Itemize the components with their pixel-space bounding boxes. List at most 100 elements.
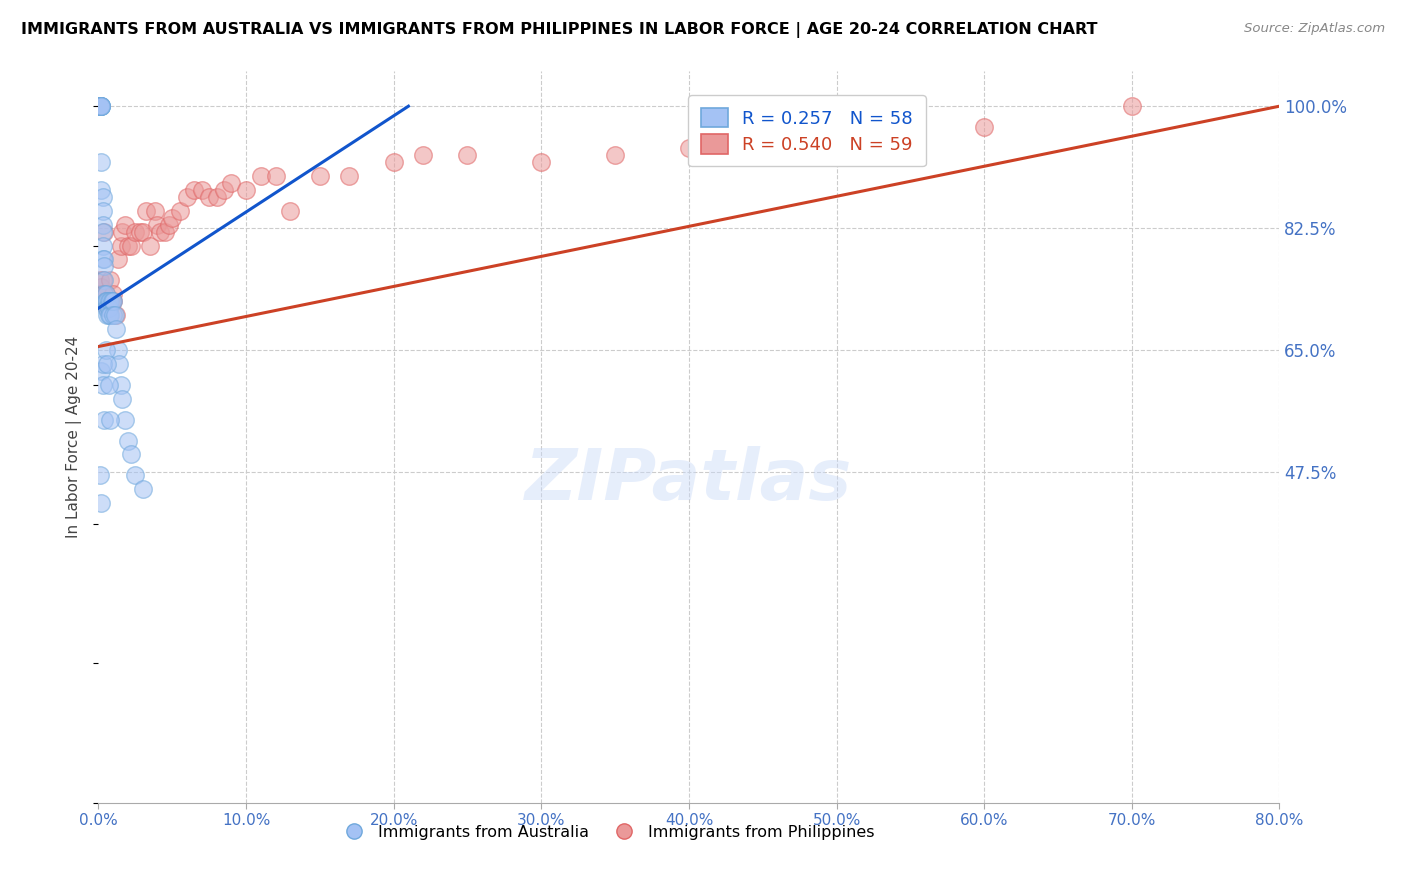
Point bbox=[89, 99, 111, 113]
Point bbox=[93, 287, 115, 301]
Point bbox=[162, 211, 183, 225]
Point bbox=[97, 377, 120, 392]
Point bbox=[90, 155, 112, 169]
Point bbox=[120, 448, 142, 462]
Point bbox=[146, 218, 169, 232]
Point bbox=[98, 294, 121, 309]
Point bbox=[309, 169, 332, 183]
Point bbox=[973, 120, 995, 134]
Point bbox=[530, 155, 553, 169]
Point bbox=[124, 468, 146, 483]
Legend: Immigrants from Australia, Immigrants from Philippines: Immigrants from Australia, Immigrants fr… bbox=[332, 818, 882, 846]
Point bbox=[91, 218, 114, 232]
Point bbox=[205, 190, 228, 204]
Point bbox=[97, 294, 120, 309]
Point bbox=[1121, 99, 1143, 113]
Point bbox=[94, 294, 117, 309]
Point bbox=[135, 203, 157, 218]
Point bbox=[91, 377, 114, 392]
Point bbox=[90, 99, 112, 113]
Point bbox=[94, 294, 117, 309]
Point bbox=[105, 308, 128, 322]
Point bbox=[339, 169, 361, 183]
Point bbox=[183, 183, 205, 197]
Point bbox=[104, 308, 127, 322]
Point bbox=[149, 225, 172, 239]
Point bbox=[91, 238, 114, 252]
Point bbox=[107, 252, 129, 267]
Point bbox=[108, 357, 131, 371]
Point bbox=[111, 225, 134, 239]
Point bbox=[103, 294, 125, 309]
Point bbox=[94, 301, 117, 316]
Point bbox=[457, 148, 479, 162]
Point bbox=[110, 377, 132, 392]
Point bbox=[191, 183, 214, 197]
Point bbox=[89, 468, 111, 483]
Point bbox=[93, 412, 115, 426]
Point bbox=[103, 287, 125, 301]
Point bbox=[90, 99, 112, 113]
Point bbox=[114, 412, 136, 426]
Point bbox=[91, 203, 114, 218]
Text: ZIPatlas: ZIPatlas bbox=[526, 447, 852, 516]
Point bbox=[91, 190, 114, 204]
Point bbox=[169, 203, 191, 218]
Point bbox=[89, 99, 111, 113]
Y-axis label: In Labor Force | Age 20-24: In Labor Force | Age 20-24 bbox=[66, 336, 83, 538]
Point bbox=[93, 252, 115, 267]
Point bbox=[412, 148, 434, 162]
Point bbox=[91, 294, 114, 309]
Point bbox=[120, 238, 142, 252]
Point bbox=[98, 294, 121, 309]
Point bbox=[90, 99, 112, 113]
Point bbox=[221, 176, 243, 190]
Point bbox=[752, 134, 775, 148]
Point bbox=[98, 308, 121, 322]
Point bbox=[91, 252, 114, 267]
Point bbox=[98, 412, 121, 426]
Point bbox=[96, 294, 118, 309]
Point bbox=[176, 190, 198, 204]
Point bbox=[111, 392, 134, 406]
Point bbox=[100, 294, 122, 309]
Point bbox=[97, 301, 120, 316]
Point bbox=[107, 343, 129, 357]
Point bbox=[280, 203, 302, 218]
Point bbox=[153, 225, 176, 239]
Point bbox=[91, 225, 114, 239]
Point bbox=[93, 225, 115, 239]
Point bbox=[91, 357, 114, 371]
Point bbox=[96, 301, 118, 316]
Point bbox=[93, 287, 115, 301]
Point bbox=[98, 273, 121, 287]
Point bbox=[90, 280, 112, 294]
Point bbox=[89, 273, 111, 287]
Point bbox=[89, 99, 111, 113]
Point bbox=[94, 287, 117, 301]
Point bbox=[143, 203, 166, 218]
Point bbox=[157, 218, 180, 232]
Point bbox=[139, 238, 162, 252]
Point bbox=[90, 364, 112, 378]
Point bbox=[94, 343, 117, 357]
Point bbox=[103, 308, 125, 322]
Point bbox=[132, 483, 155, 497]
Point bbox=[89, 99, 111, 113]
Point bbox=[90, 287, 112, 301]
Point bbox=[605, 148, 627, 162]
Point bbox=[117, 434, 139, 448]
Point bbox=[96, 357, 118, 371]
Point bbox=[90, 496, 112, 510]
Point bbox=[96, 301, 118, 316]
Point bbox=[825, 134, 848, 148]
Point bbox=[89, 99, 111, 113]
Point bbox=[678, 141, 700, 155]
Point bbox=[250, 169, 273, 183]
Point bbox=[93, 273, 115, 287]
Point bbox=[97, 301, 120, 316]
Point bbox=[110, 238, 132, 252]
Point bbox=[90, 99, 112, 113]
Point bbox=[114, 218, 136, 232]
Point bbox=[132, 225, 155, 239]
